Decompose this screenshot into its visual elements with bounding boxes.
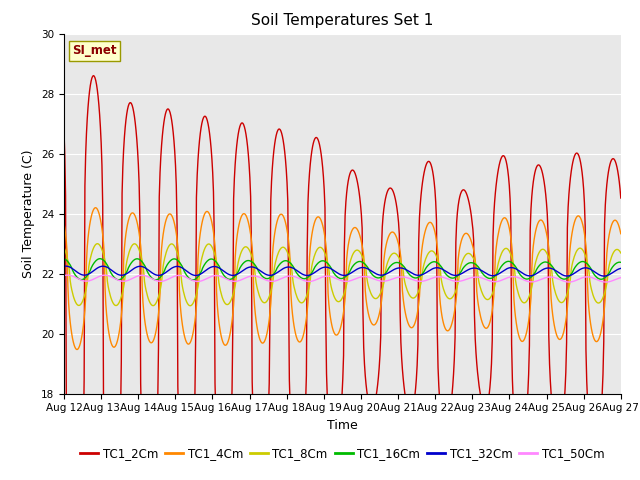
Legend: TC1_2Cm, TC1_4Cm, TC1_8Cm, TC1_16Cm, TC1_32Cm, TC1_50Cm: TC1_2Cm, TC1_4Cm, TC1_8Cm, TC1_16Cm, TC1…	[76, 443, 609, 465]
TC1_50Cm	[128, 276, 136, 281]
TC1_8Cm	[412, 294, 419, 300]
TC1_8Cm	[185, 302, 193, 308]
TC1_16Cm	[617, 260, 625, 265]
TC1_2Cm	[90, 73, 97, 79]
TC1_4Cm	[186, 341, 193, 347]
TC1_4Cm	[74, 347, 81, 352]
TC1_2Cm	[412, 386, 419, 392]
TC1_4Cm	[92, 205, 100, 211]
TC1_32Cm	[411, 272, 419, 277]
TC1_50Cm	[428, 276, 435, 281]
TC1_4Cm	[215, 319, 223, 324]
Title: Soil Temperatures Set 1: Soil Temperatures Set 1	[252, 13, 433, 28]
Line: TC1_50Cm: TC1_50Cm	[64, 275, 621, 282]
TC1_50Cm	[64, 272, 72, 278]
TC1_16Cm	[428, 259, 436, 265]
TC1_4Cm	[70, 342, 78, 348]
TC1_16Cm	[70, 270, 78, 276]
TC1_4Cm	[412, 318, 419, 324]
TC1_8Cm	[428, 248, 436, 254]
TC1_2Cm	[129, 105, 137, 111]
TC1_50Cm	[214, 273, 222, 278]
TC1_50Cm	[71, 274, 79, 280]
TC1_32Cm	[214, 264, 222, 270]
Line: TC1_16Cm: TC1_16Cm	[64, 259, 621, 280]
TC1_50Cm	[617, 275, 625, 280]
Text: SI_met: SI_met	[72, 44, 117, 58]
TC1_32Cm	[600, 273, 607, 279]
TC1_4Cm	[428, 221, 436, 227]
TC1_50Cm	[60, 273, 68, 278]
TC1_16Cm	[215, 263, 223, 269]
TC1_16Cm	[96, 256, 104, 262]
TC1_32Cm	[61, 263, 69, 269]
TC1_2Cm	[428, 165, 436, 170]
TC1_8Cm	[70, 296, 78, 301]
TC1_8Cm	[215, 279, 223, 285]
TC1_32Cm	[428, 267, 435, 273]
TC1_32Cm	[71, 267, 79, 273]
TC1_4Cm	[60, 220, 68, 226]
TC1_16Cm	[185, 275, 193, 281]
Line: TC1_2Cm: TC1_2Cm	[64, 76, 621, 480]
TC1_16Cm	[189, 277, 196, 283]
TC1_2Cm	[617, 195, 625, 201]
TC1_4Cm	[129, 210, 137, 216]
Line: TC1_8Cm: TC1_8Cm	[64, 244, 621, 306]
TC1_50Cm	[602, 279, 610, 285]
TC1_32Cm	[60, 264, 68, 269]
TC1_32Cm	[185, 270, 193, 276]
TC1_8Cm	[128, 242, 136, 248]
TC1_50Cm	[185, 276, 193, 281]
TC1_16Cm	[412, 275, 419, 281]
TC1_4Cm	[617, 231, 625, 237]
TC1_16Cm	[60, 256, 68, 262]
TC1_50Cm	[411, 277, 419, 283]
TC1_8Cm	[60, 245, 68, 251]
TC1_8Cm	[93, 241, 101, 247]
Line: TC1_4Cm: TC1_4Cm	[64, 208, 621, 349]
TC1_32Cm	[617, 265, 625, 271]
TC1_32Cm	[128, 267, 136, 273]
TC1_16Cm	[128, 259, 136, 264]
Line: TC1_32Cm: TC1_32Cm	[64, 266, 621, 276]
Y-axis label: Soil Temperature (C): Soil Temperature (C)	[22, 149, 35, 278]
X-axis label: Time: Time	[327, 419, 358, 432]
TC1_2Cm	[215, 470, 223, 476]
TC1_8Cm	[186, 303, 194, 309]
TC1_8Cm	[617, 250, 625, 256]
TC1_2Cm	[60, 129, 68, 134]
